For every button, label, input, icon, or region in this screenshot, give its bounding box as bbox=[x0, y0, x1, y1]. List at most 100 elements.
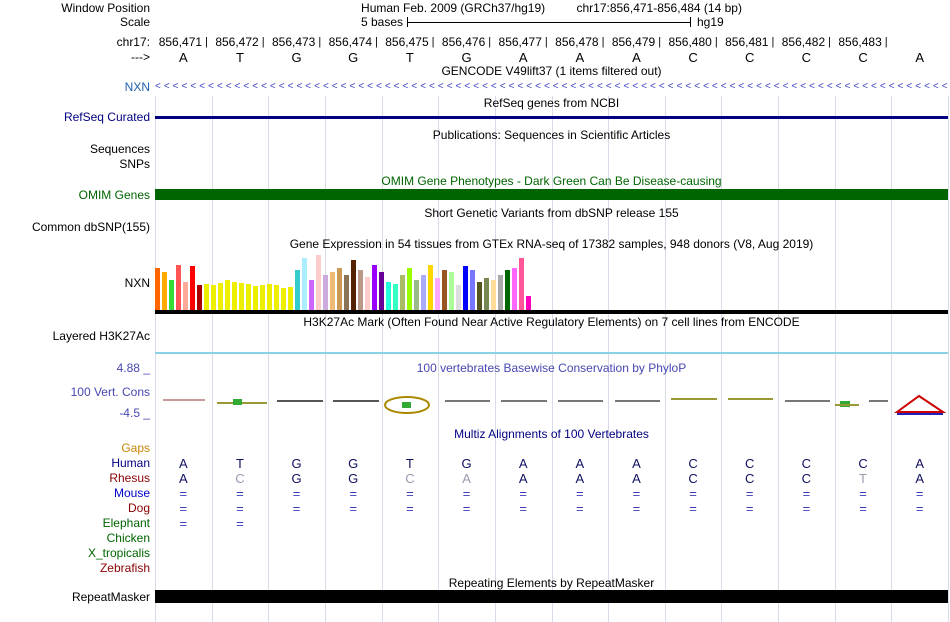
gtex-tissue-bar[interactable] bbox=[407, 268, 412, 310]
multiz-species-label-human[interactable]: Human bbox=[111, 456, 150, 470]
gtex-tissue-bar[interactable] bbox=[456, 285, 461, 310]
omim-genes-label[interactable]: OMIM Genes bbox=[78, 188, 150, 202]
gtex-tissue-bar[interactable] bbox=[316, 255, 321, 310]
multiz-row-elephant[interactable]: = = bbox=[155, 517, 948, 531]
gtex-tissue-bar[interactable] bbox=[204, 284, 209, 310]
gtex-tissue-bar[interactable] bbox=[428, 265, 433, 310]
gtex-tissue-bar[interactable] bbox=[435, 278, 440, 310]
multiz-species-label-elephant[interactable]: Elephant bbox=[102, 516, 150, 530]
gencode-gene-label[interactable]: NXN bbox=[124, 80, 150, 94]
gencode-title[interactable]: GENCODE V49lift37 (1 items filtered out) bbox=[441, 64, 662, 78]
dbsnp-title[interactable]: Short Genetic Variants from dbSNP releas… bbox=[424, 206, 679, 220]
gtex-tissue-bar[interactable] bbox=[288, 287, 293, 310]
multiz-row-mouse[interactable]: = = = = = = = = = = = = = = bbox=[155, 487, 948, 501]
gtex-tissue-bar[interactable] bbox=[330, 272, 335, 310]
gtex-tissue-bar[interactable] bbox=[344, 275, 349, 310]
gtex-tissue-bar[interactable] bbox=[386, 282, 391, 310]
gtex-tissue-bar[interactable] bbox=[197, 285, 202, 310]
position-ruler[interactable]: 856,471 | 856,472 | 856,473 | 856,474 | 856,475 |… bbox=[155, 36, 948, 49]
gtex-tissue-bar[interactable] bbox=[414, 280, 419, 310]
gtex-tissue-bar[interactable] bbox=[260, 285, 265, 310]
gtex-tissue-bar[interactable] bbox=[505, 270, 510, 310]
gtex-gene-label[interactable]: NXN bbox=[124, 276, 150, 290]
gtex-tissue-bar[interactable] bbox=[309, 280, 314, 310]
gtex-tissue-bar[interactable] bbox=[372, 265, 377, 310]
gtex-tissue-bar[interactable] bbox=[449, 272, 454, 310]
multiz-species-label-chicken[interactable]: Chicken bbox=[106, 531, 150, 545]
gtex-tissue-bar[interactable] bbox=[519, 258, 524, 310]
gtex-tissue-bar[interactable] bbox=[484, 278, 489, 310]
gtex-tissue-bar[interactable] bbox=[155, 268, 160, 310]
gtex-tissue-bar[interactable] bbox=[218, 283, 223, 310]
multiz-species-label-zebrafish[interactable]: Zebrafish bbox=[99, 561, 150, 575]
conservation-mark bbox=[893, 394, 947, 413]
multiz-species-label-x_tropicalis[interactable]: X_tropicalis bbox=[87, 546, 150, 560]
multiz-title[interactable]: Multiz Alignments of 100 Vertebrates bbox=[454, 427, 649, 441]
gtex-tissue-bar[interactable] bbox=[512, 268, 517, 310]
omim-gene-bar[interactable] bbox=[155, 189, 948, 200]
refseq-title[interactable]: RefSeq genes from NCBI bbox=[483, 96, 620, 110]
gtex-tissue-bar[interactable] bbox=[491, 280, 496, 310]
gtex-tissue-bar[interactable] bbox=[470, 270, 475, 310]
gtex-tissue-bar[interactable] bbox=[281, 288, 286, 310]
conservation-title[interactable]: 100 vertebrates Basewise Conservation by… bbox=[416, 361, 687, 375]
gtex-tissue-bar[interactable] bbox=[498, 275, 503, 310]
h3k27ac-signal-line[interactable] bbox=[155, 352, 948, 354]
refseq-curated-label[interactable]: RefSeq Curated bbox=[63, 110, 150, 124]
gtex-tissue-bar[interactable] bbox=[246, 284, 251, 310]
gtex-tissue-bar[interactable] bbox=[393, 284, 398, 310]
base-cell: A bbox=[178, 456, 188, 471]
repeatmasker-label[interactable]: RepeatMasker bbox=[71, 590, 150, 604]
gtex-tissue-bar[interactable] bbox=[267, 284, 272, 310]
gtex-tissue-bar[interactable] bbox=[463, 266, 468, 310]
h3k27ac-title[interactable]: H3K27Ac Mark (Often Found Near Active Re… bbox=[303, 315, 800, 329]
gtex-tissue-bar[interactable] bbox=[358, 270, 363, 310]
sequences-label[interactable]: Sequences bbox=[89, 142, 150, 156]
gtex-tissue-bar[interactable] bbox=[162, 272, 167, 310]
layered-h3k27ac-label[interactable]: Layered H3K27Ac bbox=[52, 329, 150, 343]
gtex-expression-bars[interactable] bbox=[155, 252, 948, 310]
gtex-tissue-bar[interactable] bbox=[526, 296, 531, 310]
gtex-tissue-bar[interactable] bbox=[232, 282, 237, 310]
repeatmasker-bar[interactable] bbox=[155, 590, 948, 603]
conservation-wiggle[interactable] bbox=[155, 388, 948, 422]
gtex-baseline[interactable] bbox=[155, 310, 948, 314]
omim-title[interactable]: OMIM Gene Phenotypes - Dark Green Can Be… bbox=[381, 174, 722, 188]
gtex-tissue-bar[interactable] bbox=[379, 272, 384, 310]
gtex-tissue-bar[interactable] bbox=[351, 260, 356, 310]
base-cell: A bbox=[915, 50, 924, 65]
multiz-species-label-mouse[interactable]: Mouse bbox=[113, 486, 150, 500]
refseq-gene-line[interactable] bbox=[155, 116, 948, 119]
gtex-tissue-bar[interactable] bbox=[400, 275, 405, 310]
gtex-tissue-bar[interactable] bbox=[211, 285, 216, 310]
snps-label[interactable]: SNPs bbox=[119, 157, 150, 171]
gtex-tissue-bar[interactable] bbox=[176, 265, 181, 310]
gtex-tissue-bar[interactable] bbox=[225, 280, 230, 310]
gtex-tissue-bar[interactable] bbox=[295, 270, 300, 310]
cons-track-label[interactable]: 100 Vert. Cons bbox=[70, 385, 150, 399]
gtex-title[interactable]: Gene Expression in 54 tissues from GTEx … bbox=[289, 237, 814, 251]
publications-title[interactable]: Publications: Sequences in Scientific Ar… bbox=[432, 128, 671, 142]
gtex-tissue-bar[interactable] bbox=[253, 286, 258, 310]
gtex-tissue-bar[interactable] bbox=[239, 283, 244, 310]
gtex-tissue-bar[interactable] bbox=[323, 275, 328, 310]
gencode-gene-line[interactable]: <<<<<<<<<<<<<<<<<<<<<<<<<<<<<<<<<<<<<<<<… bbox=[155, 81, 948, 92]
multiz-species-label-dog[interactable]: Dog bbox=[127, 501, 150, 515]
gtex-tissue-bar[interactable] bbox=[365, 277, 370, 310]
gtex-tissue-bar[interactable] bbox=[421, 275, 426, 310]
gtex-tissue-bar[interactable] bbox=[190, 266, 195, 310]
repeatmasker-title[interactable]: Repeating Elements by RepeatMasker bbox=[448, 576, 655, 590]
multiz-row-dog[interactable]: = = = = = = = = = = = = = = bbox=[155, 502, 948, 516]
common-dbsnp-label[interactable]: Common dbSNP(155) bbox=[31, 220, 150, 234]
gtex-tissue-bar[interactable] bbox=[302, 258, 307, 310]
gtex-tissue-bar[interactable] bbox=[183, 282, 188, 310]
gtex-tissue-bar[interactable] bbox=[274, 285, 279, 310]
gtex-tissue-bar[interactable] bbox=[442, 270, 447, 310]
gtex-tissue-bar[interactable] bbox=[169, 280, 174, 310]
multiz-species-label-gaps[interactable]: Gaps bbox=[121, 441, 150, 455]
multiz-species-label-rhesus[interactable]: Rhesus bbox=[109, 471, 150, 485]
gtex-tissue-bar[interactable] bbox=[337, 268, 342, 310]
gtex-tissue-bar[interactable] bbox=[477, 282, 482, 310]
